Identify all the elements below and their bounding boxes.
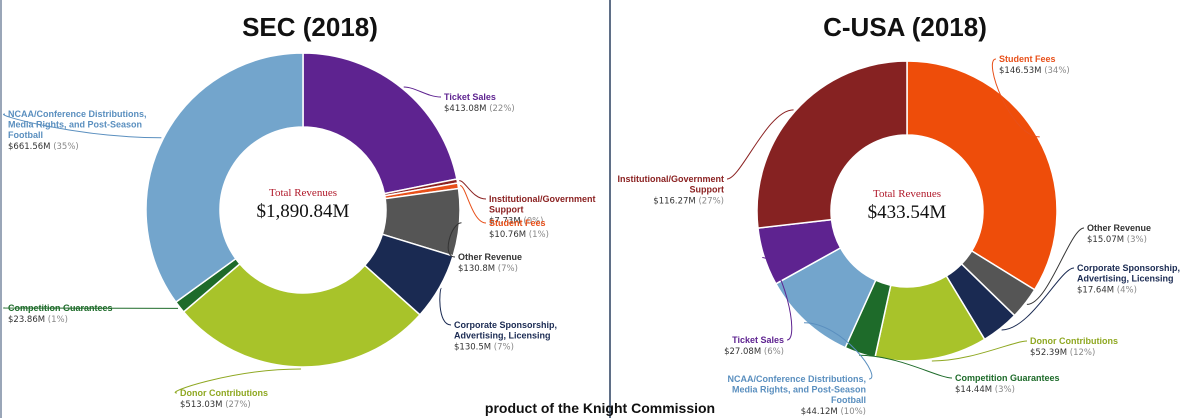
slice-name-donor-contributions: Donor Contributions [1030,336,1118,346]
leader-line-ncaa-conference-distributions-media-rights-and-post-season-football [2,113,162,139]
slices [756,60,1058,362]
slice-value-ticket-sales: $27.08M (6%) [724,347,784,357]
slice-value-ncaa-conference-distributions-media-rights-and-post-season-football: $44.12M (10%) [801,407,866,417]
slice-value-ncaa-conference-distributions-media-rights-and-post-season-football: $661.56M (35%) [8,142,79,152]
slice-name-ticket-sales: Ticket Sales [732,335,784,345]
leader-line-competition-guarantees [859,354,953,379]
leader-line-student-fees [459,184,487,224]
chart-title: SEC (2018) [242,12,378,42]
slice-name-student-fees: Student Fees [999,54,1056,64]
slice-value-other-revenue: $15.07M (3%) [1087,235,1147,245]
leader-line-student-fees [991,58,1040,138]
leader-line-corporate-sponsorship-advertising-licensing [1001,267,1075,331]
slice-name-corporate-sponsorship-advertising-licensing: Corporate Sponsorship, Advertising, Licen… [454,320,557,341]
slice-labels: Student Fees $146.53M (34%) Other Revenue $… [617,54,1180,417]
slice-value-competition-guarantees: $23.86M (1%) [8,315,68,325]
leader-line-institutional-government-support [726,109,794,180]
slice-value-corporate-sponsorship-advertising-licensing: $130.5M (7%) [454,343,514,353]
slice-value-ticket-sales: $413.08M (22%) [444,104,515,114]
slice-name-ticket-sales: Ticket Sales [444,92,496,102]
slice-labels: Ticket Sales $413.08M (22%) Institutional/… [2,86,596,410]
slice-name-student-fees: Student Fees [489,218,546,228]
footer-credit: product of the Knight Commission [484,400,716,416]
window-edge [0,0,2,418]
panel-divider [609,0,611,418]
slice-name-other-revenue: Other Revenue [1087,223,1151,233]
center-total-value: $1,890.84M [257,201,350,222]
slice-name-donor-contributions: Donor Contributions [180,388,268,398]
chart-panel-cusa: C-USA (2018) Student Fees $146.53M (34%) O… [610,0,1200,418]
slice-value-other-revenue: $130.8M (7%) [458,264,518,274]
slice-value-institutional-government-support: $7.73M (0%) [489,217,544,227]
leader-line-donor-contributions [931,340,1028,362]
slice-ncaa-conference-distributions-media-rights-and-post-season-football[interactable] [145,52,304,304]
chart-title: C-USA (2018) [823,12,987,42]
slice-name-ncaa-conference-distributions-media-rights-and-post-season-football: NCAA/Conference Distributions, Media Righ… [8,109,147,140]
chart-panel-sec: SEC (2018) Ticket Sales $413.08M (22%) Ins… [2,12,596,410]
slice-value-competition-guarantees: $14.44M (3%) [955,385,1015,395]
leader-line-donor-contributions [174,368,302,394]
slice-name-competition-guarantees: Competition Guarantees [8,303,113,313]
slice-value-donor-contributions: $52.39M (12%) [1030,348,1095,358]
slice-value-donor-contributions: $513.03M (27%) [180,400,251,410]
slice-name-competition-guarantees: Competition Guarantees [955,373,1060,383]
slice-value-corporate-sponsorship-advertising-licensing: $17.64M (4%) [1077,286,1137,296]
slice-student-fees[interactable] [906,60,1058,291]
donut-chart-sec: Ticket Sales $413.08M (22%) Institutional/… [2,52,596,410]
donut-chart-cusa: Student Fees $146.53M (34%) Other Revenue $… [617,54,1180,417]
slice-ticket-sales[interactable] [302,52,458,195]
center-label: Total Revenues [873,188,941,200]
leader-line-institutional-government-support [459,180,487,200]
slice-name-corporate-sponsorship-advertising-licensing: Corporate Sponsorship, Advertising, Licen… [1077,263,1180,284]
slice-value-student-fees: $146.53M (34%) [999,66,1070,76]
center-label: Total Revenues [269,187,337,199]
slice-donor-contributions[interactable] [182,262,421,368]
slice-name-institutional-government-support: Institutional/Government Support [617,174,724,195]
leader-line-ncaa-conference-distributions-media-rights-and-post-season-football [804,322,873,380]
slice-name-institutional-government-support: Institutional/Government Support [489,194,596,215]
slice-value-institutional-government-support: $116.27M (27%) [653,197,724,207]
leader-line-other-revenue [1026,227,1085,305]
slice-value-student-fees: $10.76M (1%) [489,230,549,240]
slices [145,52,461,368]
leader-line-other-revenue [447,222,462,258]
slice-name-other-revenue: Other Revenue [458,252,522,262]
leader-line-ticket-sales [762,256,793,341]
leader-line-ticket-sales [403,86,442,98]
center-total-value: $433.54M [868,202,947,223]
slice-name-ncaa-conference-distributions-media-rights-and-post-season-football: NCAA/Conference Distributions, Media Righ… [727,374,866,405]
leader-line-corporate-sponsorship-advertising-licensing [439,287,452,326]
slice-institutional-government-support[interactable] [756,60,908,229]
